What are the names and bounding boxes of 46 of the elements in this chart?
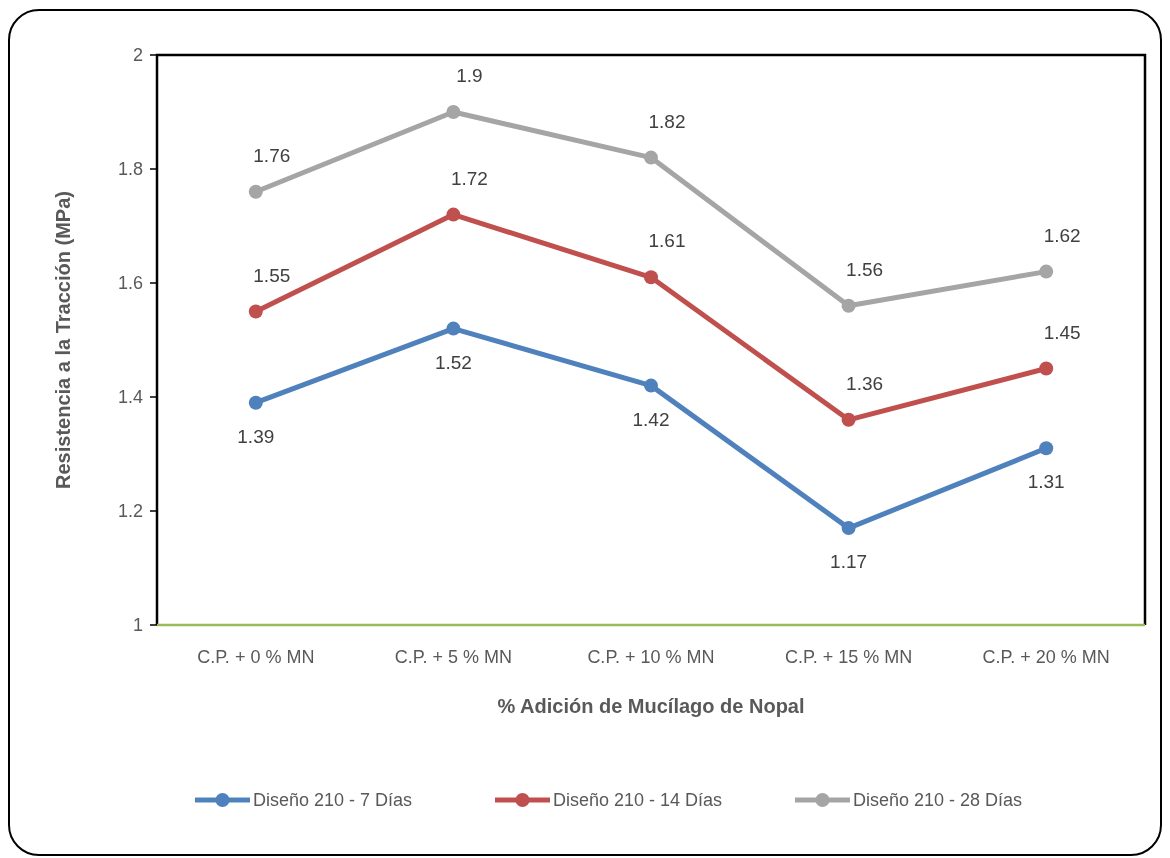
x-axis-title: % Adición de Mucílago de Nopal [497, 695, 805, 717]
point [248, 395, 263, 410]
y-tick-label: 1 [132, 615, 143, 636]
data-label: 1.17 [830, 551, 868, 573]
x-tick-label: C.P. + 10 % MN [587, 647, 715, 667]
point [248, 304, 263, 319]
data-label: 1.76 [253, 144, 291, 166]
data-label: 1.9 [456, 65, 483, 86]
y-tick-label: 1.4 [117, 387, 143, 408]
y-tick-label: 1.6 [117, 273, 143, 294]
x-tick-label: C.P. + 15 % MN [784, 647, 913, 667]
legend-label: Diseño 210 - 14 Días [553, 790, 723, 811]
point [446, 321, 461, 336]
point [1039, 441, 1054, 456]
legend-label: Diseño 210 - 7 Días [253, 790, 413, 811]
data-label: 1.55 [253, 264, 291, 286]
legend-label: Diseño 210 - 28 Días [853, 790, 1023, 811]
point [841, 412, 856, 427]
data-label: 1.61 [648, 230, 686, 252]
point [841, 521, 856, 536]
data-label: 1.45 [1043, 321, 1081, 343]
data-label: 1.82 [648, 110, 686, 132]
point [446, 207, 461, 222]
data-label: 1.42 [632, 408, 670, 430]
point [1039, 264, 1054, 279]
data-label: 1.31 [1027, 471, 1065, 493]
point [248, 184, 263, 199]
data-label: 1.52 [434, 351, 472, 373]
x-tick-label: C.P. + 20 % MN [982, 647, 1110, 667]
y-tick-label: 2 [132, 45, 143, 66]
point [1039, 361, 1054, 376]
data-label: 1.56 [846, 258, 884, 280]
y-tick-label: 1.2 [117, 501, 143, 522]
y-axis-title: Resistencia a la Tracción (MPa) [52, 191, 74, 489]
y-tick-label: 1.8 [117, 159, 143, 180]
data-label: 1.72 [450, 167, 488, 189]
data-label: 1.36 [846, 372, 884, 394]
point [446, 105, 461, 119]
point [644, 378, 658, 393]
point [644, 270, 658, 285]
data-label: 1.62 [1043, 224, 1081, 246]
x-tick-label: C.P. + 0 % MN [197, 647, 315, 667]
point [644, 150, 658, 165]
data-label: 1.39 [237, 425, 275, 447]
point [841, 298, 856, 313]
x-tick-label: C.P. + 5 % MN [394, 647, 513, 667]
